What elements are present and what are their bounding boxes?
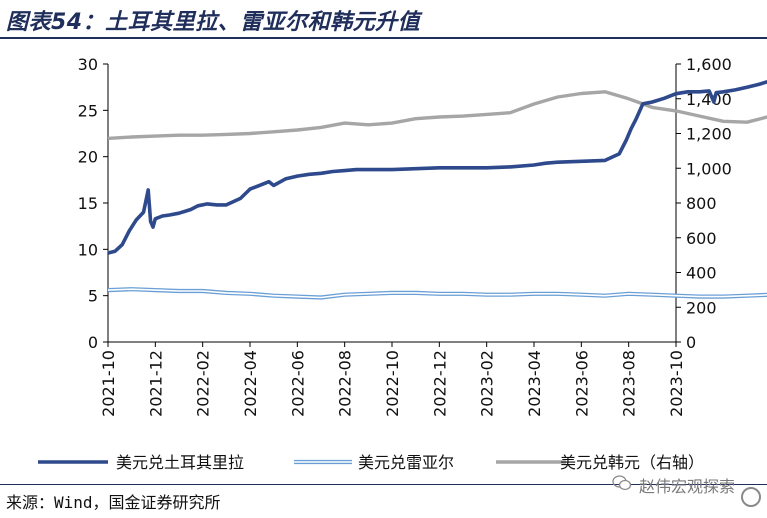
x-tick-label: 2023-04 (525, 350, 544, 417)
x-tick-label: 2023-02 (478, 350, 497, 417)
x-tick-label: 2022-10 (383, 350, 402, 417)
y-right-tick-label: 1,400 (686, 90, 732, 109)
y-right-tick-label: 0 (686, 333, 696, 352)
legend-label: 美元兑雷亚尔 (358, 453, 454, 470)
series-line-real-inner (107, 288, 767, 299)
y-left-tick-label: 25 (78, 101, 98, 120)
y-right-tick-label: 400 (686, 264, 717, 283)
legend-label: 美元兑韩元（右轴） (560, 453, 704, 470)
x-tick-label: 2021-12 (146, 350, 165, 417)
y-left-tick-label: 10 (78, 240, 98, 259)
y-right-tick-label: 1,600 (686, 55, 732, 74)
legend-label: 美元兑土耳其里拉 (116, 453, 244, 470)
y-left-tick-label: 15 (78, 194, 98, 213)
series-line-won (107, 90, 767, 141)
watermark-text: 赵伟宏观探索 (638, 477, 735, 496)
y-left-tick-label: 0 (88, 333, 98, 352)
x-tick-label: 2022-02 (194, 350, 213, 417)
fx-line-chart: 0 5 10 15 20 25 30 0 200 400 600 800 1,000 1,200 1,400… (38, 55, 767, 470)
chart-title: 图表54：土耳其里拉、雷亚尔和韩元升值 (6, 10, 421, 35)
watermark-logo-icon (741, 487, 761, 507)
title-divider (0, 37, 767, 39)
series-line-lira (107, 79, 767, 255)
footer-divider (0, 484, 767, 485)
x-tick-label: 2022-08 (336, 350, 355, 417)
y-right-tick-label: 800 (686, 194, 717, 213)
y-right-tick-label: 1,000 (686, 159, 732, 178)
x-tick-label: 2023-06 (572, 350, 591, 417)
y-right-tick-label: 200 (686, 298, 717, 317)
y-left-tick-label: 5 (88, 287, 98, 306)
y-right-tick-label: 600 (686, 229, 717, 248)
wechat-icon (612, 475, 632, 491)
x-tick-label: 2021-10 (99, 350, 118, 417)
x-tick-label: 2023-08 (620, 350, 639, 417)
x-tick-label: 2022-04 (241, 350, 260, 417)
y-right-tick-label: 1,200 (686, 125, 732, 144)
x-tick-label: 2023-10 (667, 350, 686, 417)
y-left-tick-label: 20 (78, 148, 98, 167)
source-note: 来源：Wind，国金证券研究所 (6, 493, 221, 512)
y-left-tick-label: 30 (78, 55, 98, 74)
x-tick-label: 2022-12 (430, 350, 449, 417)
x-tick-label: 2022-06 (288, 350, 307, 417)
